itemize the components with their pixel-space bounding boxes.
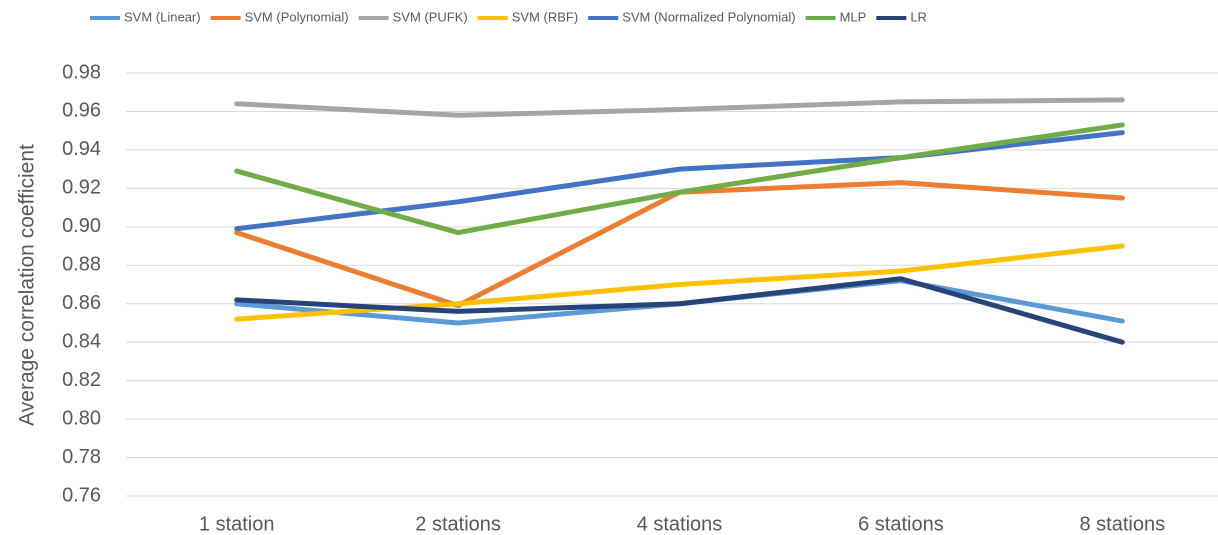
y-tick-label: 0.98: [62, 61, 101, 83]
y-tick-label: 0.92: [62, 177, 101, 199]
legend-label: SVM (Polynomial): [245, 9, 349, 24]
y-tick-label: 0.96: [62, 100, 101, 122]
y-tick-label: 0.94: [62, 138, 101, 160]
legend-label: LR: [910, 9, 927, 24]
legend-label: SVM (Linear): [124, 9, 201, 24]
line-series: [234, 122, 1125, 236]
x-tick-label: 6 stations: [858, 513, 944, 535]
y-tick-label: 0.80: [62, 407, 101, 429]
line-series: [234, 276, 1125, 345]
x-tick-label: 8 stations: [1079, 513, 1165, 535]
x-tick-label: 1 station: [199, 513, 275, 535]
legend-label: MLP: [840, 9, 867, 24]
legend-label: SVM (Normalized Polynomial): [622, 9, 795, 24]
y-tick-label: 0.82: [62, 369, 101, 391]
line-series: [234, 180, 1125, 309]
y-tick-label: 0.86: [62, 292, 101, 314]
line-series: [234, 97, 1125, 118]
legend-label: SVM (PUFK): [393, 9, 468, 24]
x-tick-label: 2 stations: [415, 513, 501, 535]
x-tick-label: 4 stations: [637, 513, 723, 535]
y-tick-label: 0.76: [62, 484, 101, 506]
y-tick-label: 0.78: [62, 446, 101, 468]
y-tick-label: 0.88: [62, 254, 101, 276]
y-tick-label: 0.84: [62, 330, 101, 352]
y-tick-label: 0.90: [62, 215, 101, 237]
legend-label: SVM (RBF): [512, 9, 578, 24]
y-axis-label: Average correlation coefficient: [16, 144, 39, 426]
